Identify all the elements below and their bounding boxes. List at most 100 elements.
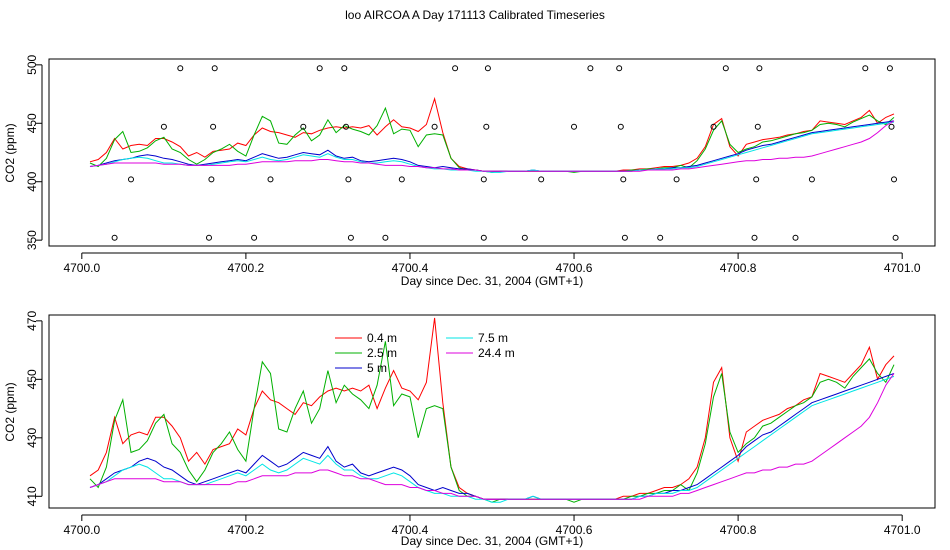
- y-axis-label-top: CO2 (ppm): [3, 123, 17, 182]
- legend-label: 5 m: [367, 361, 387, 375]
- outlier-point: [892, 234, 899, 241]
- outlier-point: [862, 65, 869, 72]
- series-line-2-5-m: [89, 106, 895, 173]
- outlier-point: [483, 123, 490, 130]
- x-tick-label: 4700.2: [228, 523, 265, 537]
- outlier-point: [751, 234, 758, 241]
- y-tick-label: 500: [25, 55, 39, 75]
- legend-label: 0.4 m: [367, 331, 397, 345]
- y-tick-label: 470: [25, 311, 39, 331]
- outlier-point: [753, 176, 760, 183]
- x-tick-label: 4700.6: [556, 261, 593, 275]
- outlier-point: [452, 65, 459, 72]
- y-tick-label: 450: [25, 369, 39, 389]
- chart-title: loo AIRCOA A Day 171113 Calibrated Times…: [345, 8, 605, 22]
- x-axis-label-bottom: Day since Dec. 31, 2004 (GMT+1): [401, 534, 583, 548]
- outlier-point: [538, 176, 545, 183]
- outlier-point: [343, 123, 349, 130]
- outlier-point: [888, 123, 895, 130]
- outlier-point: [886, 65, 893, 72]
- y-tick-label: 400: [25, 171, 39, 191]
- x-tick-label: 4700.8: [720, 523, 757, 537]
- panel-top: 4700.0 4700.2 4700.4 4700.6 4700.8 4701.0 350…: [3, 55, 936, 288]
- outlier-point: [382, 234, 389, 241]
- plot-frame-top: [48, 58, 936, 247]
- series-line-24-4-m: [89, 120, 895, 172]
- outlier-point: [480, 176, 487, 183]
- outlier-point: [808, 176, 815, 183]
- outlier-point: [673, 176, 680, 183]
- legend-label: 7.5 m: [478, 331, 508, 345]
- series-group-top: [89, 96, 895, 173]
- x-tick-label: 4700.4: [392, 523, 429, 537]
- x-tick-label: 4700.8: [720, 261, 757, 275]
- outlier-point: [210, 123, 217, 130]
- x-axis-bottom: 4700.0 4700.2 4700.4 4700.6 4700.8 4701.0: [63, 514, 921, 537]
- x-tick-label: 4700.6: [556, 523, 593, 537]
- series-line-0-4-m: [89, 96, 895, 172]
- series-line-7-5-m: [89, 121, 895, 173]
- outlier-point: [756, 65, 763, 72]
- x-axis-top: 4700.0 4700.2 4700.4 4700.6 4700.8 4701.0: [63, 252, 921, 275]
- x-axis-label-top: Day since Dec. 31, 2004 (GMT+1): [401, 274, 583, 288]
- outlier-point: [521, 234, 528, 241]
- outlier-point: [657, 234, 664, 241]
- legend-label: 2.5 m: [367, 346, 397, 360]
- outlier-point: [620, 176, 627, 183]
- outlier-point: [206, 234, 212, 241]
- x-tick-label: 4700.2: [228, 261, 265, 275]
- series-line-7-5-m: [89, 375, 895, 503]
- outlier-point: [891, 176, 897, 183]
- outlier-point: [300, 123, 307, 130]
- legend-item: 5 m: [335, 361, 387, 375]
- outlier-point: [617, 123, 624, 130]
- outlier-point: [616, 65, 623, 72]
- series-group-bottom: [89, 317, 895, 503]
- outlier-point: [484, 65, 491, 72]
- x-tick-label: 4700.0: [63, 523, 100, 537]
- outliers-group: [111, 65, 899, 241]
- y-axis-label-bottom: CO2 (ppm): [3, 382, 17, 441]
- outlier-point: [208, 176, 215, 183]
- outlier-point: [571, 123, 577, 130]
- panel-bottom: 4700.0 4700.2 4700.4 4700.6 4700.8 4701.0 410…: [3, 311, 936, 548]
- legend-item: 24.4 m: [446, 346, 515, 360]
- outlier-point: [177, 65, 184, 72]
- x-tick-label: 4701.0: [884, 523, 921, 537]
- legend-item: 0.4 m: [335, 331, 397, 345]
- y-axis-top: 350 400 450 500: [25, 55, 43, 250]
- outlier-point: [347, 234, 354, 241]
- outlier-point: [431, 123, 438, 130]
- series-line-2-5-m: [89, 341, 895, 503]
- plot-frame-bottom: [48, 314, 936, 509]
- legend-item: 2.5 m: [335, 346, 397, 360]
- y-tick-label: 450: [25, 113, 39, 133]
- outlier-point: [480, 234, 487, 241]
- outlier-point: [754, 123, 761, 130]
- outlier-point: [792, 234, 799, 241]
- outlier-point: [710, 123, 717, 130]
- outlier-point: [398, 176, 405, 183]
- series-line-5-m: [89, 373, 895, 500]
- legend-item: 7.5 m: [446, 331, 508, 345]
- outlier-point: [267, 176, 274, 183]
- series-line-24-4-m: [89, 373, 895, 500]
- outlier-point: [111, 234, 118, 241]
- x-tick-label: 4700.0: [63, 261, 100, 275]
- outlier-point: [722, 65, 729, 72]
- outlier-point: [316, 65, 323, 72]
- y-tick-label: 410: [25, 486, 39, 506]
- outlier-point: [251, 234, 258, 241]
- outlier-point: [160, 123, 167, 130]
- outlier-point: [211, 65, 218, 72]
- outlier-point: [341, 65, 348, 72]
- outlier-point: [345, 176, 352, 183]
- legend-label: 24.4 m: [478, 346, 515, 360]
- outlier-point: [621, 234, 628, 241]
- y-axis-bottom: 410 430 450 470: [25, 311, 43, 506]
- x-tick-label: 4701.0: [884, 261, 921, 275]
- legend: 0.4 m2.5 m5 m 7.5 m24.4 m: [335, 331, 515, 375]
- x-tick-label: 4700.4: [392, 261, 429, 275]
- y-tick-label: 350: [25, 230, 39, 250]
